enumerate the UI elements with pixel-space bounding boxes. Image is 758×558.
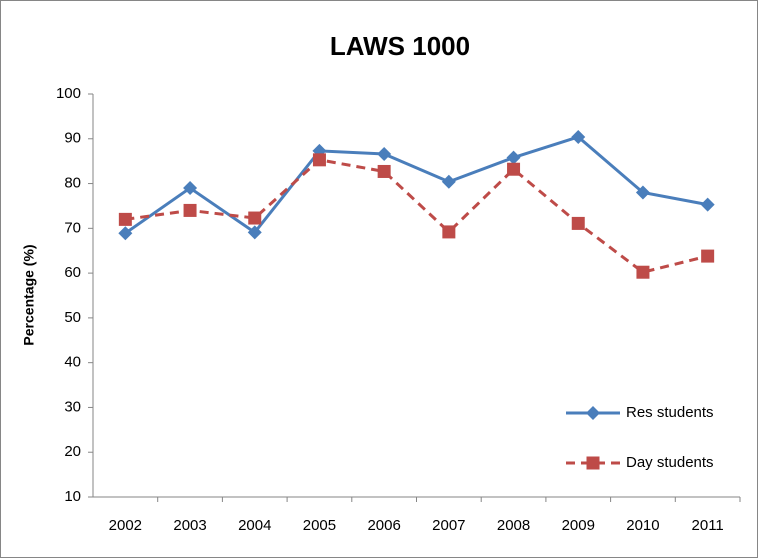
legend-marker — [586, 406, 600, 420]
x-tick-label: 2004 — [238, 517, 271, 534]
legend-label: Res students — [626, 404, 714, 421]
marker — [247, 225, 262, 240]
x-tick-label: 2003 — [173, 517, 206, 534]
marker — [700, 197, 715, 212]
marker — [312, 153, 326, 167]
marker — [118, 212, 132, 226]
legend-label: Day students — [626, 454, 714, 471]
marker — [635, 185, 650, 200]
marker — [571, 129, 586, 144]
marker — [183, 181, 198, 196]
x-tick-label: 2011 — [692, 517, 724, 534]
marker — [118, 226, 133, 241]
marker — [441, 174, 456, 189]
x-tick-label: 2002 — [109, 517, 142, 534]
y-tick-label: 90 — [64, 130, 81, 147]
x-tick-label: 2006 — [367, 517, 400, 534]
y-tick-label: 100 — [56, 85, 81, 102]
y-tick-label: 50 — [64, 309, 81, 326]
y-tick-label: 70 — [64, 219, 81, 236]
marker — [701, 249, 715, 263]
marker — [183, 203, 197, 217]
marker — [571, 216, 585, 230]
x-tick-label: 2010 — [626, 517, 659, 534]
series-line — [124, 135, 708, 235]
y-tick-label: 10 — [64, 488, 81, 505]
x-tick-label: 2005 — [303, 517, 336, 534]
y-tick-label: 80 — [64, 175, 81, 192]
marker — [506, 150, 521, 165]
y-tick-label: 30 — [64, 398, 81, 415]
marker — [377, 164, 391, 178]
chart-title: LAWS 1000 — [330, 31, 470, 61]
x-tick-label: 2008 — [497, 517, 530, 534]
marker — [248, 211, 262, 225]
y-tick-label: 40 — [64, 354, 81, 371]
marker — [636, 265, 650, 279]
legend-marker — [586, 456, 600, 470]
y-tick-label: 60 — [64, 264, 81, 281]
x-tick-label: 2009 — [562, 517, 595, 534]
marker — [442, 225, 456, 239]
y-tick-label: 20 — [64, 443, 81, 460]
x-tick-label: 2007 — [432, 517, 465, 534]
y-axis-label: Percentage (%) — [21, 244, 37, 345]
series-line — [125, 158, 709, 274]
marker — [507, 162, 521, 176]
marker — [377, 147, 392, 162]
